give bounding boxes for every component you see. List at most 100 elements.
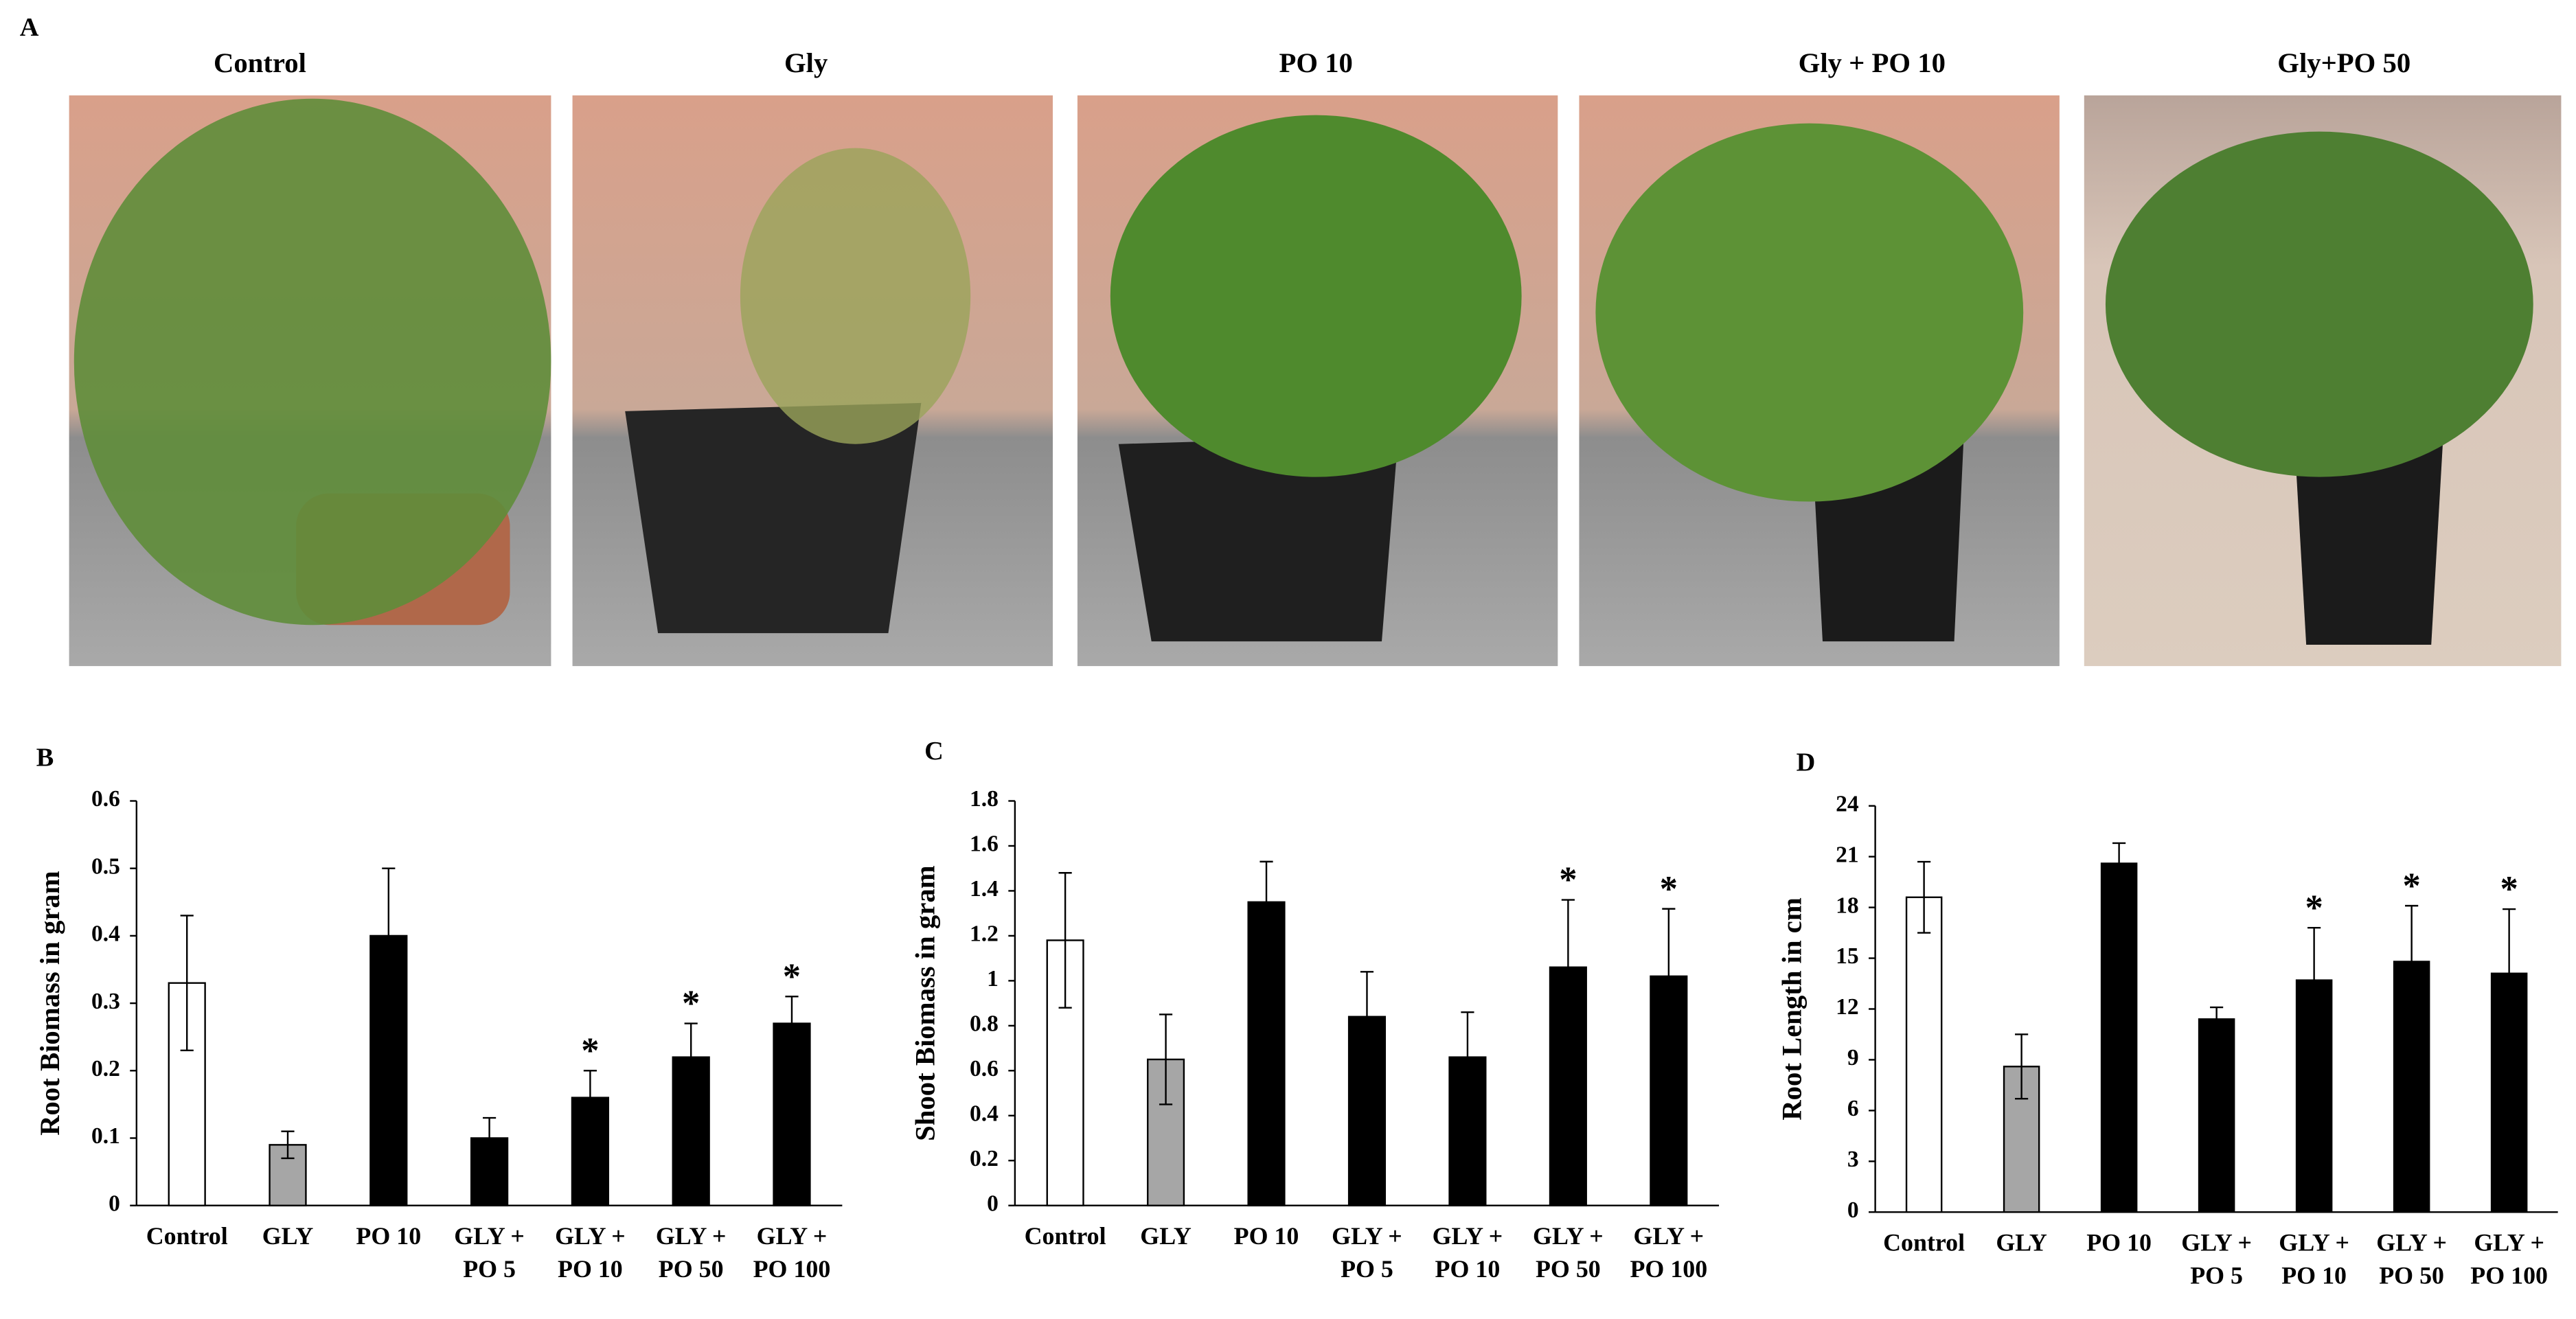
x-tick-label: PO 50 [2379,1261,2444,1289]
x-tick-label: GLY [1140,1222,1192,1250]
y-tick-label: 0.8 [970,1011,999,1037]
significance-star: * [581,1031,599,1070]
photo-panel: A Control Gly PO 10 Gly + PO 10 Gly+PO 5… [20,13,2562,667]
error-bar [583,1070,597,1126]
x-tick-label: PO 50 [659,1255,724,1283]
x-tick-label: PO 5 [1341,1255,1393,1283]
y-tick-label: 0.2 [91,1056,120,1081]
plant [73,98,551,626]
error-bar [2015,1033,2029,1100]
x-tick-label: PO 5 [463,1255,516,1283]
x-tick-label: GLY + [555,1222,626,1250]
error-bar [2405,904,2419,1019]
error-bar [1259,860,1273,943]
error-bar [1058,872,1072,1009]
y-tick-label: 1.8 [970,786,999,812]
y-tick-label: 9 [1847,1045,1859,1070]
x-tick-label: GLY + [1433,1222,1503,1250]
error-bar [1917,860,1931,934]
plant [1595,123,2024,502]
error-bar [1461,1011,1474,1103]
error-bar [1662,908,1676,1045]
error-bar [785,996,799,1052]
photo-caption: Gly [784,47,828,78]
bar [1905,896,1943,1213]
x-tick-label: GLY + [2279,1228,2349,1256]
y-tick-label: 0 [987,1191,999,1216]
error-bar [382,867,396,1005]
photo-caption: Control [214,47,306,78]
x-tick-label: Control [1025,1222,1106,1250]
error-bar [2503,908,2516,1039]
y-tick-label: 0.1 [91,1123,120,1149]
error-bar [684,1022,698,1092]
pot [2294,444,2443,645]
y-tick-label: 1.4 [970,876,999,902]
photo-caption: Gly+PO 50 [2277,47,2410,78]
x-tick-label: GLY [1996,1228,2047,1256]
significance-star: * [1559,860,1577,900]
panel-label: D [1797,748,1816,777]
y-tick-label: 0.4 [970,1101,999,1126]
y-axis-title: Shoot Biomass in gram [909,865,940,1141]
y-tick-label: 24 [1836,791,1859,816]
y-tick-label: 0.6 [970,1056,999,1081]
y-tick-label: 21 [1836,842,1859,867]
error-bar [2210,1006,2224,1032]
y-tick-label: 0.3 [91,989,120,1014]
plant [2105,131,2533,477]
y-tick-label: 0 [1847,1197,1859,1223]
plant [1110,115,1522,477]
x-tick-label: PO 50 [1536,1255,1601,1283]
x-tick-label: PO 100 [1630,1255,1707,1283]
y-tick-label: 1 [987,966,999,991]
x-tick-label: GLY + [1332,1222,1402,1250]
x-tick-label: GLY + [454,1222,525,1250]
y-axis-title: Root Length in cm [1777,897,1808,1121]
y-tick-label: 0.6 [91,786,120,812]
y-tick-label: 0.4 [91,921,120,947]
x-tick-label: Control [146,1222,228,1250]
pot [1118,435,1398,642]
x-tick-label: PO 10 [558,1255,623,1283]
error-bar [1561,899,1575,1036]
x-tick-label: GLY + [2181,1228,2252,1256]
significance-star: * [1660,869,1678,909]
y-tick-label: 0.5 [91,853,120,879]
error-bar [1159,1013,1173,1105]
x-tick-label: GLY + [2474,1228,2544,1256]
significance-star: * [682,984,700,1024]
bar [773,1022,811,1206]
y-tick-label: 3 [1847,1147,1859,1172]
significance-star: * [783,956,801,996]
plant [740,148,971,444]
error-bar [2307,926,2321,1034]
error-bar [281,1130,295,1160]
significance-star: * [2500,869,2518,909]
x-tick-label: Control [1883,1228,1965,1256]
y-axis-title: Root Biomass in gram [34,871,65,1136]
bar [1247,901,1286,1206]
significance-star: * [2305,888,2323,928]
panel-label: C [924,737,944,766]
bar [2003,1066,2040,1213]
panel-label: A [20,13,39,42]
y-tick-label: 0 [109,1191,120,1216]
x-tick-label: PO 100 [753,1255,831,1283]
x-tick-label: PO 100 [2470,1261,2548,1289]
panel-label: B [36,743,54,772]
y-tick-label: 1.2 [970,921,999,947]
y-tick-label: 1.6 [970,831,999,857]
x-tick-label: GLY [262,1222,314,1250]
y-tick-label: 6 [1847,1096,1859,1121]
y-tick-label: 12 [1836,994,1859,1020]
x-tick-label: PO 10 [1234,1222,1299,1250]
photo-caption: Gly + PO 10 [1799,47,1946,78]
x-tick-label: PO 10 [2086,1228,2152,1256]
x-tick-label: GLY + [757,1222,828,1250]
y-tick-label: 15 [1836,943,1859,969]
pot [625,402,922,634]
significance-star: * [2402,866,2420,906]
error-bar [2112,842,2126,885]
